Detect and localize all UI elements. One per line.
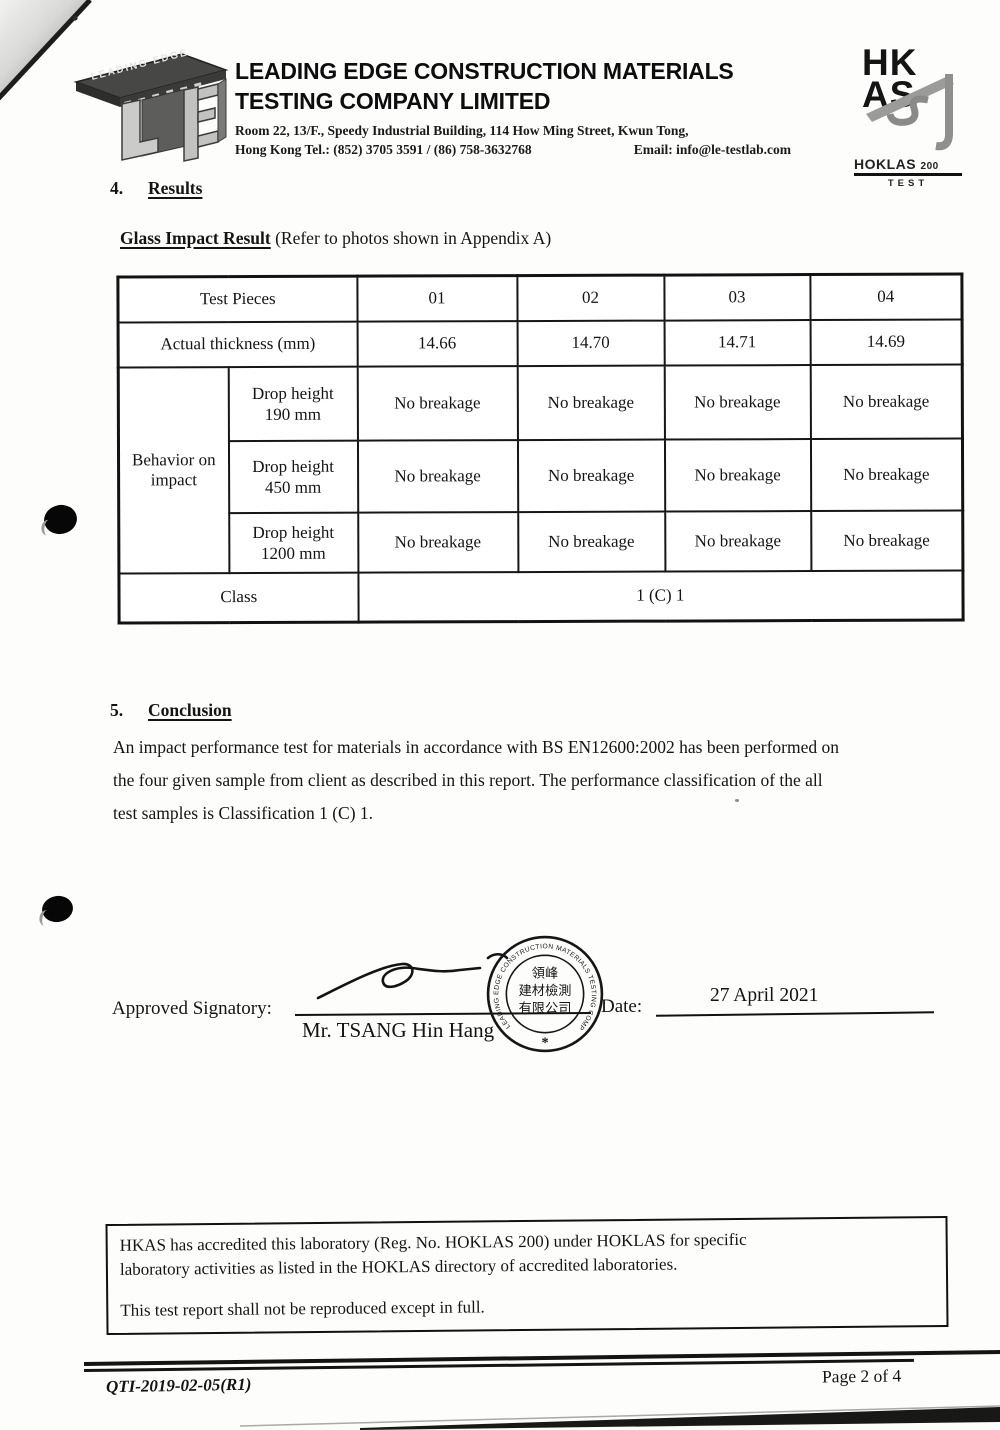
company-email: Email: info@le-testlab.com (633, 142, 791, 157)
company-round-stamp: LEADING EDGE CONSTRUCTION MATERIALS TEST… (484, 933, 604, 1053)
company-phone: Hong Kong Tel.: (852) 3705 3591 / (86) 7… (235, 142, 532, 157)
table-cell: No breakage (357, 365, 518, 441)
page-number: Page 2 of 4 (821, 1365, 902, 1387)
table-cell: No breakage (517, 365, 665, 440)
table-cell: 14.70 (517, 320, 665, 366)
table-header-cell: 02 (516, 275, 665, 321)
table-cell: No breakage (664, 510, 811, 572)
table-cell: 14.71 (664, 319, 811, 366)
table-header-cell: 03 (663, 274, 811, 321)
svg-text:有限公司: 有限公司 (519, 1000, 572, 1015)
svg-text:領峰: 領峰 (532, 965, 558, 981)
table-header-cell: Test Pieces (117, 276, 358, 322)
table-row-label: Drop height 450 mm (228, 440, 358, 513)
table-row-label: Actual thickness (mm) (118, 321, 358, 367)
table-row-label: Drop height 1200 mm (228, 512, 358, 573)
table-cell: No breakage (810, 364, 963, 439)
table-cell: No breakage (810, 510, 963, 571)
date-value: 27 April 2021 (710, 985, 819, 1006)
corner-fold-artifact (0, 0, 92, 101)
table-cell: 14.66 (357, 320, 518, 367)
table-row-label: Behavior on impact (118, 366, 229, 573)
table-cell: No breakage (517, 511, 665, 572)
company-address: Room 22, 13/F., Speedy Industrial Buildi… (235, 123, 689, 138)
conclusion-paragraph: An impact performance test for materials… (113, 737, 840, 823)
table-header-cell: 01 (356, 275, 518, 322)
date-label: Date: (601, 996, 643, 1017)
conclusion-section-title: Conclusion (148, 700, 232, 720)
svg-text:*: * (541, 1035, 548, 1051)
glass-impact-label: Glass Impact Result (120, 228, 271, 248)
table-header-cell: 04 (809, 274, 963, 320)
signature-scribble (316, 952, 509, 1000)
table-cell-class-value: 1 (C) 1 (357, 570, 964, 623)
company-name-line1: LEADING EDGE CONSTRUCTION MATERIALS (235, 58, 734, 84)
table-row-label: Drop height 190 mm (228, 366, 358, 441)
hoklas-test-label: TEST (887, 178, 929, 189)
hole-punch-mark (39, 893, 76, 925)
document-reference: QTI-2019-02-05(R1) (105, 1374, 252, 1397)
table-cell: No breakage (517, 439, 665, 512)
results-section-number: 4. (110, 178, 124, 198)
hole-punch-mark (41, 501, 80, 538)
conclusion-section-number: 5. (110, 700, 124, 720)
results-table: Test Pieces 01 02 03 04 Actual thickness… (116, 272, 965, 625)
table-cell: No breakage (664, 438, 811, 512)
accreditation-box: HKAS has accredited this laboratory (Reg… (105, 1215, 949, 1336)
company-logo: LEADING EDGE (73, 47, 229, 162)
hoklas-label: HOKLAS 200 (854, 156, 962, 176)
hkas-letters-top: HK (862, 42, 918, 83)
company-name-line2: TESTING COMPANY LIMITED (235, 88, 551, 114)
results-section-title: Results (148, 178, 203, 198)
table-cell: No breakage (664, 364, 811, 440)
glass-impact-subtitle: Glass Impact Result (Refer to photos sho… (120, 228, 552, 248)
table-row-label: Class (118, 572, 359, 623)
date-line (655, 1011, 935, 1017)
table-cell: No breakage (357, 439, 518, 513)
svg-text:建材檢測: 建材檢測 (519, 982, 572, 998)
table-cell: No breakage (357, 511, 518, 573)
signatory-name: Mr. TSANG Hin Hang (302, 1018, 495, 1042)
bottom-scan-edge-artifact (239, 1405, 1000, 1430)
scan-speck (735, 799, 739, 802)
hkas-swoosh-icon (866, 74, 954, 151)
table-cell: No breakage (810, 438, 963, 511)
table-cell: 14.69 (810, 319, 963, 365)
approved-signatory-label: Approved Signatory: (112, 998, 272, 1019)
hoklas-accreditation-mark: HK AS HOKLAS 200 TEST (852, 42, 972, 189)
